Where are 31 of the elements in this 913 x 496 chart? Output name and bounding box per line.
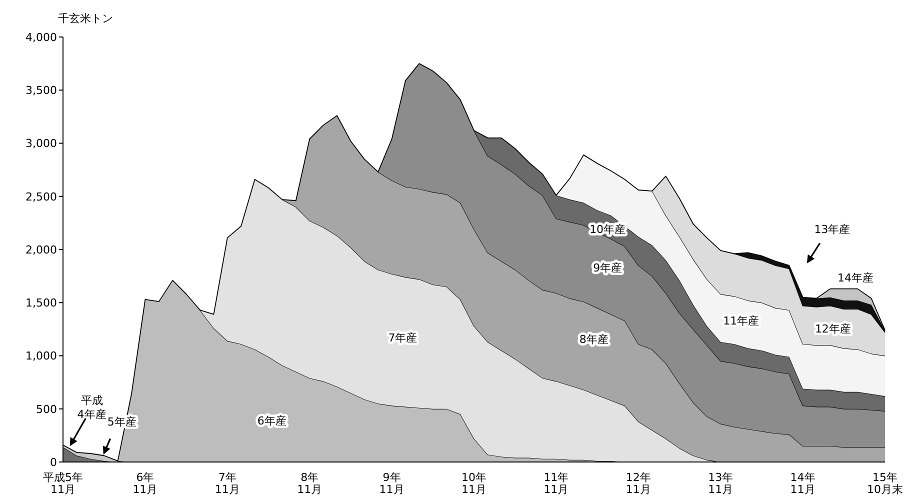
x-tick-label: 6年 11月 (132, 471, 158, 496)
x-tick-label: 13年 11月 (708, 471, 734, 496)
x-tick-label: 7年 11月 (214, 471, 240, 496)
series-label: 9年産 (593, 262, 622, 275)
y-tick-label: 1,500 (26, 296, 57, 310)
y-tick-label: 0 (50, 456, 57, 469)
series-label: 8年産 (579, 332, 608, 346)
x-tick-label: 8年 11月 (297, 471, 322, 496)
text: 13年産 (814, 222, 850, 236)
series-label: 6年産 (257, 414, 286, 428)
series-label: 12年産 (814, 322, 851, 336)
x-tick-label: 12年 11月 (626, 471, 651, 496)
text: 平成 4年産 (77, 394, 106, 421)
series-label: 10年産 (590, 222, 626, 236)
y-tick-label: 2,000 (26, 243, 57, 256)
x-tick-label: 9年 11月 (379, 471, 404, 496)
y-tick-label: 3,500 (26, 84, 57, 98)
y-tick-label: 4,000 (26, 30, 57, 44)
x-tick-label: 14年 11月 (790, 471, 816, 496)
x-tick-label: 10年 11月 (462, 471, 486, 496)
x-tick-label: 15年 10月末 (867, 471, 903, 496)
x-tick-label: 平成5年 11月 (43, 471, 83, 496)
series-label: 11年産 (723, 314, 760, 328)
x-tick-label: 11年 11月 (544, 471, 569, 496)
y-tick-label: 1,000 (26, 350, 57, 363)
series-label: 14年産 (838, 272, 874, 285)
y-axis-title: 千玄米トン (58, 12, 113, 25)
y-tick-label: 3,000 (26, 137, 57, 150)
y-tick-label: 500 (36, 402, 57, 416)
y-tick-label: 2,500 (26, 190, 57, 204)
series-label: 7年産 (388, 332, 418, 345)
